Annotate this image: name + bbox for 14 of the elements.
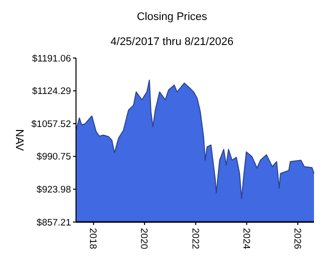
- chart-title: Closing Prices: [136, 11, 208, 23]
- y-tick-label: $1057.52: [31, 118, 71, 130]
- y-tick-label: $857.21: [36, 217, 71, 228]
- y-tick-label: $1124.29: [32, 86, 71, 98]
- y-tick-label: $1191.06: [32, 53, 71, 64]
- x-tick-label: 2018: [87, 228, 98, 250]
- chart-subtitle: 4/25/2017 thru 8/21/2026: [110, 36, 234, 48]
- x-tick-label: 2024: [240, 228, 252, 250]
- y-tick-label: $990.75: [36, 152, 71, 163]
- x-tick-label: 2020: [138, 228, 150, 250]
- x-tick-label: 2026: [291, 228, 302, 250]
- y-axis-title: NAV: [13, 129, 25, 152]
- x-tick-label: 2022: [189, 228, 200, 250]
- y-tick-label: $923.98: [36, 184, 71, 196]
